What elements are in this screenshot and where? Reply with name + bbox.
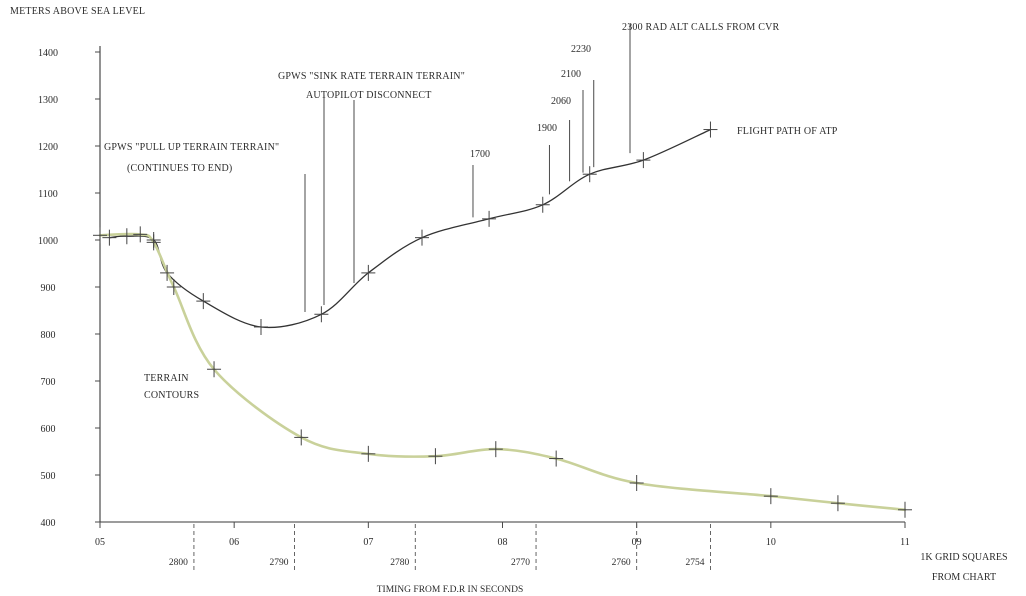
series-line-0 (108, 128, 712, 329)
series-line-1 (98, 232, 907, 512)
series-label-flight-path: FLIGHT PATH OF ATP (737, 126, 838, 137)
point-s1-13 (898, 501, 912, 518)
annotation-pull-up-line2: (CONTINUES TO END) (127, 163, 232, 174)
timing-tick-label-2800: 2800 (169, 558, 188, 568)
y-tick-label-500: 500 (41, 471, 56, 482)
point-s1-11 (763, 488, 778, 505)
x-tick-label-07: 07 (363, 537, 373, 548)
chart-annotations: GPWS "PULL UP TERRAIN TERRAIN" (CONTINUE… (104, 22, 838, 401)
point-s1-3 (166, 279, 181, 295)
timing-tick-label-2770: 2770 (511, 558, 530, 568)
x-tick-label-05: 05 (95, 537, 105, 548)
point-s0-9 (482, 210, 497, 227)
point-s1-2 (146, 234, 161, 251)
point-s0-4 (196, 293, 211, 310)
point-s0-12 (636, 152, 651, 169)
x-tick-label-06: 06 (229, 537, 239, 548)
point-s0-10 (535, 196, 550, 213)
y-tick-label-700: 700 (41, 377, 56, 388)
series-layer (98, 128, 907, 512)
series-label-terrain-line2: CONTOURS (144, 390, 199, 401)
annotation-pull-up-line1: GPWS "PULL UP TERRAIN TERRAIN" (104, 142, 279, 153)
x-tick-label-08: 08 (498, 537, 508, 548)
point-s0-1 (119, 228, 134, 245)
y-tick-label-900: 900 (41, 283, 56, 294)
point-s1-8 (488, 441, 503, 458)
point-s1-1 (133, 226, 148, 243)
rad-alt-label-2060: 2060 (551, 96, 571, 107)
x-tick-label-10: 10 (766, 537, 776, 548)
point-s0-3 (160, 264, 175, 281)
data-point-marks (93, 121, 912, 518)
point-s0-5 (254, 318, 268, 335)
point-s1-5 (294, 429, 309, 446)
x-tick-label-11: 11 (900, 537, 910, 548)
point-s1-10 (629, 474, 644, 491)
rad-alt-label-2100: 2100 (561, 69, 581, 80)
y-axis-label: METERS ABOVE SEA LEVEL (10, 6, 145, 17)
y-tick-label-1100: 1100 (38, 189, 58, 200)
y-tick-label-400: 400 (41, 518, 56, 529)
timing-tick-label-2754: 2754 (685, 558, 704, 568)
timing-axis-label: TIMING FROM F.D.R IN SECONDS (377, 585, 524, 595)
y-tick-label-1000: 1000 (38, 236, 58, 247)
point-s1-4 (207, 361, 222, 378)
x-axis-label-line1: 1K GRID SQUARES (920, 552, 1007, 563)
timing-tick-label-2780: 2780 (390, 558, 409, 568)
annotation-sink-rate-line2: AUTOPILOT DISCONNECT (306, 90, 432, 101)
point-s0-11 (582, 166, 597, 183)
annotation-sink-rate-line1: GPWS "SINK RATE TERRAIN TERRAIN" (278, 71, 465, 82)
point-s0-7 (361, 264, 376, 281)
point-s1-7 (428, 448, 443, 465)
point-s0-8 (415, 229, 429, 246)
point-s1-0 (93, 227, 107, 244)
y-tick-label-800: 800 (41, 330, 56, 341)
point-s0-13 (703, 121, 718, 138)
point-s0-0 (102, 229, 117, 246)
series-label-terrain-line1: TERRAIN (144, 373, 189, 384)
x-tick-label-09: 09 (632, 537, 642, 548)
rad-alt-label-1900: 1900 (537, 123, 557, 134)
point-s1-6 (361, 445, 376, 462)
y-tick-label-600: 600 (41, 424, 56, 435)
point-s1-9 (549, 450, 564, 467)
rad-alt-label-1700: 1700 (470, 149, 490, 160)
x-axis-ticks: 05 06 07 08 09 10 11 (95, 522, 910, 548)
y-tick-label-1200: 1200 (38, 142, 58, 153)
timing-tick-label-2760: 2760 (612, 558, 631, 568)
x-axis-label-line2: FROM CHART (932, 572, 996, 583)
point-s1-12 (830, 495, 845, 512)
point-s0-6 (314, 306, 329, 323)
y-axis-ticks: 1400 1300 1200 1100 1000 900 800 700 600 500 400 (38, 48, 100, 529)
timing-ticks: 2800 2790 2780 2770 2760 2754 (169, 524, 711, 570)
y-tick-label-1300: 1300 (38, 95, 58, 106)
rad-alt-label-2230: 2230 (571, 44, 591, 55)
timing-tick-label-2790: 2790 (270, 558, 289, 568)
callout-lines: 1700 1900 2060 2100 2230 (304, 24, 631, 312)
annotation-rad-alt-header: 2300 RAD ALT CALLS FROM CVR (622, 22, 780, 33)
y-tick-label-1400: 1400 (38, 48, 58, 59)
